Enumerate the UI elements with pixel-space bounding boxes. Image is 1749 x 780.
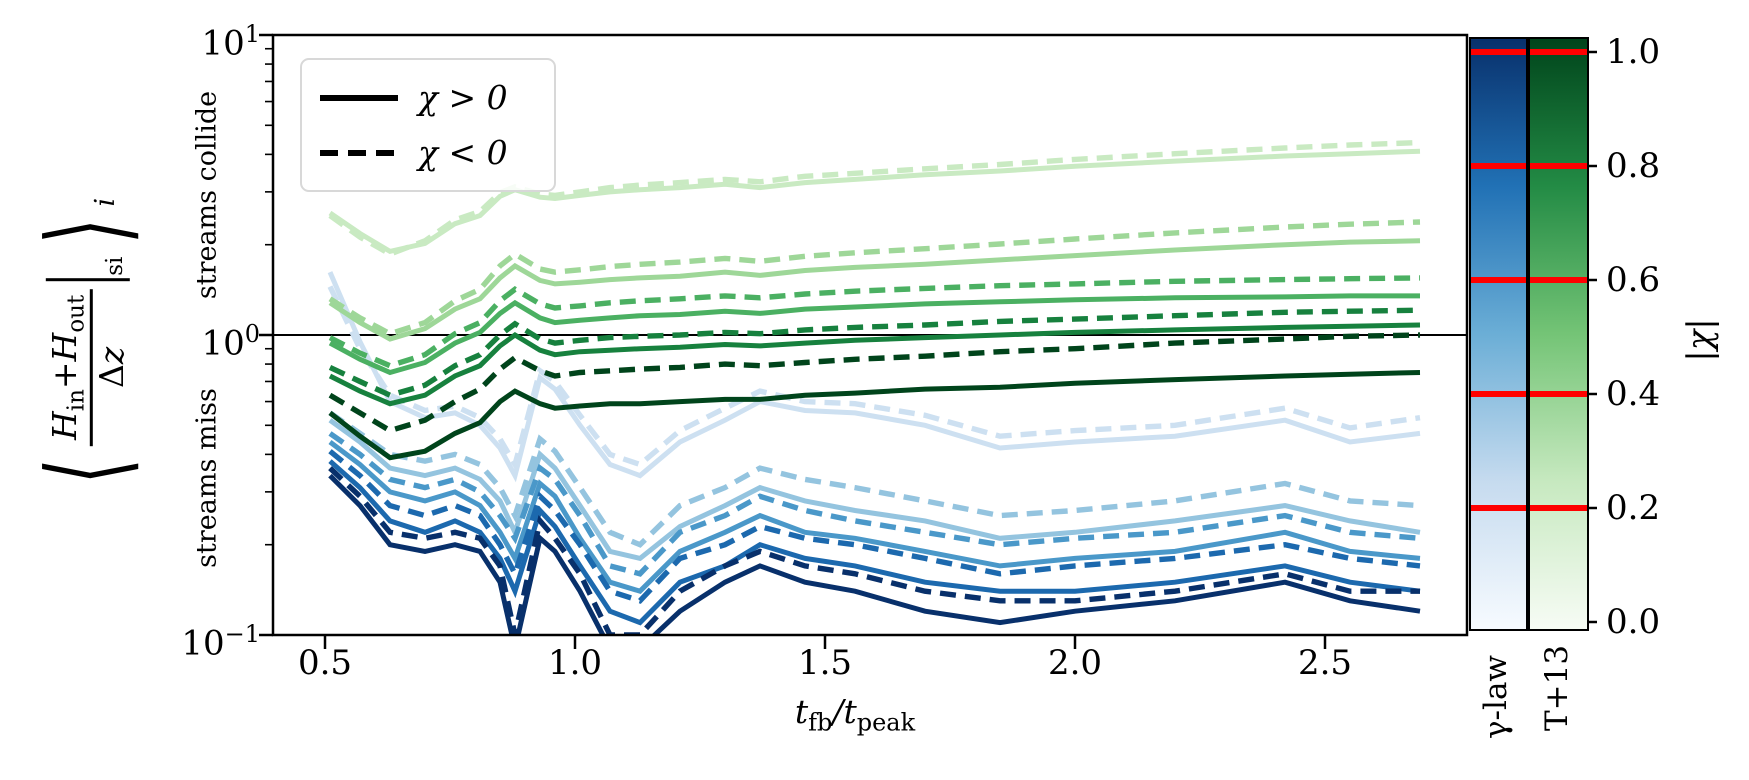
evaluated-at-bar: si (45, 257, 130, 281)
cb-tick-0.6: 0.6 (1606, 260, 1661, 300)
y-tick-10^1: 101 (201, 20, 260, 64)
cb-tick-1.0: 1.0 (1606, 32, 1661, 72)
annotation-streams-miss: streams miss (191, 388, 223, 568)
fraction-numerator: Hin+Hout (45, 288, 93, 447)
y-tick-10^0: 100 (201, 320, 260, 364)
legend: χ > 0 χ < 0 (300, 58, 556, 192)
legend-row-dashed: χ < 0 (302, 133, 554, 172)
colorbar-label-t13: T+13 (1539, 644, 1575, 732)
rangle-bracket: ⟩ (24, 218, 150, 245)
x-tick-0.5: 0.5 (297, 643, 353, 683)
fraction-denominator: Δz (91, 346, 131, 389)
fraction: Hin+Hout Δz (45, 288, 131, 447)
y-tick-10^-1: 10−1 (181, 620, 260, 664)
cb-tick-0.0: 0.0 (1606, 602, 1661, 642)
x-tick-2.0: 2.0 (1047, 643, 1103, 683)
cb-tick-0.8: 0.8 (1606, 146, 1661, 186)
annotation-streams-collide: streams collide (191, 90, 223, 300)
cb-tick-0.2: 0.2 (1606, 488, 1661, 528)
x-tick-2.5: 2.5 (1297, 643, 1353, 683)
x-tick-1.5: 1.5 (797, 643, 853, 683)
y-axis-label: ⟨ Hin+Hout Δz si ⟩ i (24, 197, 150, 492)
legend-dashed-swatch (320, 149, 398, 156)
legend-label-dashed: χ < 0 (418, 133, 508, 172)
colorbar-label-gamma-law: γ-law (1478, 655, 1514, 739)
legend-row-solid: χ > 0 (302, 78, 554, 117)
outer-subscript: i (90, 197, 122, 207)
x-tick-1.0: 1.0 (547, 643, 603, 683)
x-axis-label: tfb/tpeak (794, 692, 916, 737)
langle-bracket: ⟨ (24, 458, 150, 485)
legend-solid-swatch (320, 94, 398, 101)
legend-label-solid: χ > 0 (418, 78, 508, 117)
cb-tick-0.4: 0.4 (1606, 374, 1661, 414)
colorbar-axis-label: |χ| (1680, 318, 1720, 362)
